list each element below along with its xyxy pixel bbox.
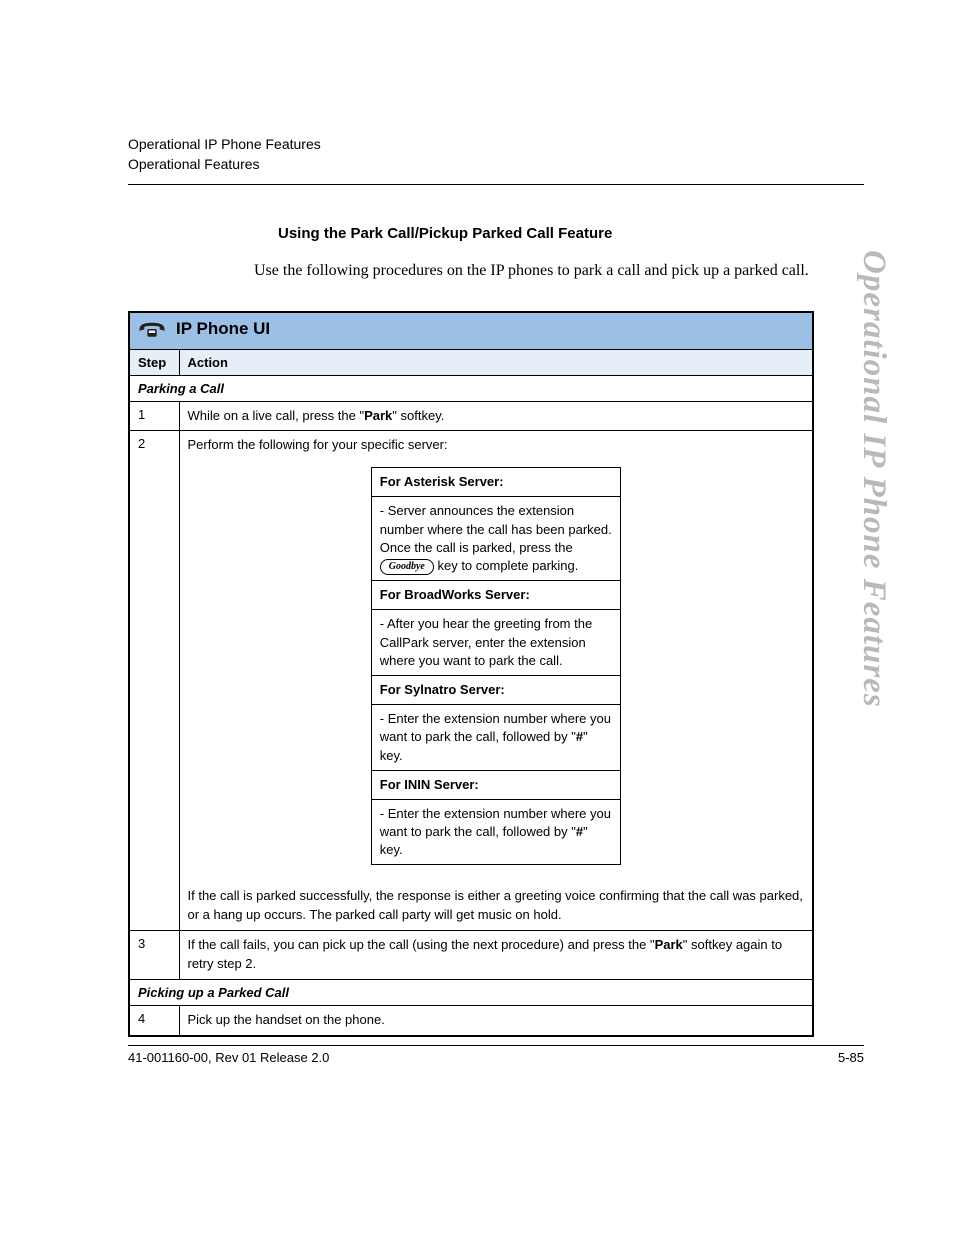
- step-number: 1: [129, 401, 179, 431]
- text-fragment: - Server announces the extension number …: [380, 503, 612, 554]
- col-header-step: Step: [129, 349, 179, 375]
- server-head: For Asterisk Server:: [371, 468, 620, 497]
- procedure-table: IP Phone UI Step Action Parking a Call 1…: [128, 311, 814, 1037]
- bold-text: Park: [364, 408, 392, 423]
- bold-text: #: [576, 824, 583, 839]
- intro-paragraph: Use the following procedures on the IP p…: [254, 260, 864, 282]
- table-row: 4 Pick up the handset on the phone.: [129, 1005, 813, 1035]
- table-row: 1 While on a live call, press the "Park"…: [129, 401, 813, 431]
- bold-text: #: [576, 729, 583, 744]
- subheader-pickup-text: Picking up a Parked Call: [129, 979, 813, 1005]
- footer-right: 5-85: [838, 1050, 864, 1065]
- server-head: For ININ Server:: [371, 770, 620, 799]
- page-content: Operational IP Phone Features Operationa…: [0, 0, 954, 1037]
- phone-icon: [138, 317, 166, 341]
- header-rule: [128, 184, 864, 185]
- table-title-row: IP Phone UI: [129, 312, 813, 350]
- subheader-parking-text: Parking a Call: [129, 375, 813, 401]
- step2-intro: Perform the following for your specific …: [188, 436, 805, 455]
- running-header: Operational IP Phone Features Operationa…: [128, 135, 864, 174]
- step2-outro: If the call is parked successfully, the …: [188, 887, 805, 925]
- step-action: If the call fails, you can pick up the c…: [179, 931, 813, 980]
- step-action: Pick up the handset on the phone.: [179, 1005, 813, 1035]
- server-subtable: For Asterisk Server: - Server announces …: [371, 467, 621, 865]
- server-body: - Enter the extension number where you w…: [371, 799, 620, 865]
- page-footer: 41-001160-00, Rev 01 Release 2.0 5-85: [128, 1045, 864, 1065]
- side-chapter-text: Operational IP Phone Features: [855, 250, 892, 708]
- step-number: 2: [129, 431, 179, 931]
- text-fragment: If the call fails, you can pick up the c…: [188, 937, 655, 952]
- step-action: While on a live call, press the "Park" s…: [179, 401, 813, 431]
- header-line-2: Operational Features: [128, 155, 864, 175]
- footer-left: 41-001160-00, Rev 01 Release 2.0: [128, 1050, 329, 1065]
- header-line-1: Operational IP Phone Features: [128, 135, 864, 155]
- step-number: 3: [129, 931, 179, 980]
- section-title: Using the Park Call/Pickup Parked Call F…: [278, 225, 864, 242]
- text-fragment: While on a live call, press the ": [188, 408, 365, 423]
- server-head: For Sylnatro Server:: [371, 675, 620, 704]
- bold-text: Park: [655, 937, 683, 952]
- subheader-parking: Parking a Call: [129, 375, 813, 401]
- footer-rule: [128, 1045, 864, 1046]
- table-header-row: Step Action: [129, 349, 813, 375]
- server-body: - Server announces the extension number …: [371, 497, 620, 581]
- step-action: Perform the following for your specific …: [179, 431, 813, 931]
- server-body: - After you hear the greeting from the C…: [371, 610, 620, 676]
- table-row: 3 If the call fails, you can pick up the…: [129, 931, 813, 980]
- table-title-text: IP Phone UI: [176, 319, 270, 339]
- server-body: - Enter the extension number where you w…: [371, 705, 620, 771]
- server-head: For BroadWorks Server:: [371, 581, 620, 610]
- step-number: 4: [129, 1005, 179, 1035]
- table-row: 2 Perform the following for your specifi…: [129, 431, 813, 931]
- col-header-action: Action: [179, 349, 813, 375]
- subheader-pickup: Picking up a Parked Call: [129, 979, 813, 1005]
- text-fragment: key to complete parking.: [434, 558, 579, 573]
- goodbye-key-icon: Goodbye: [380, 559, 434, 575]
- text-fragment: " softkey.: [392, 408, 444, 423]
